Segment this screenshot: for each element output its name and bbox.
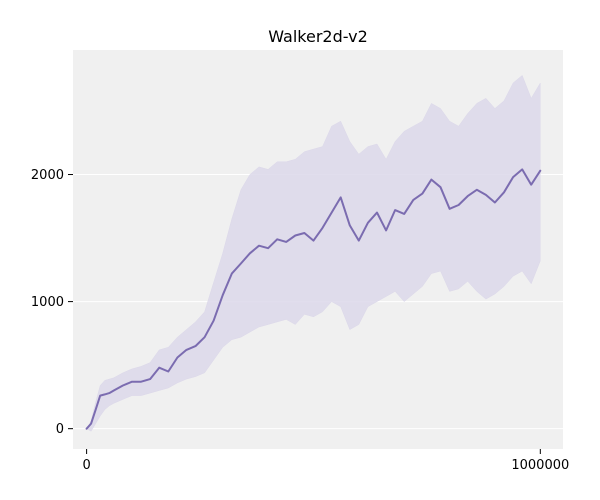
y-tick-label: 2000 bbox=[31, 168, 64, 183]
x-tick-label: 0 bbox=[82, 458, 90, 473]
x-axis: 0 1000000 bbox=[82, 449, 569, 473]
chart-title: Walker2d-v2 bbox=[268, 27, 368, 46]
mean-line-layer bbox=[85, 168, 542, 430]
y-tick-label: 0 bbox=[56, 422, 64, 437]
mean-line bbox=[85, 168, 542, 430]
x-tick-label: 1000000 bbox=[511, 458, 569, 473]
y-tick-label: 1000 bbox=[31, 295, 64, 310]
y-axis: 0 1000 2000 bbox=[31, 168, 73, 437]
